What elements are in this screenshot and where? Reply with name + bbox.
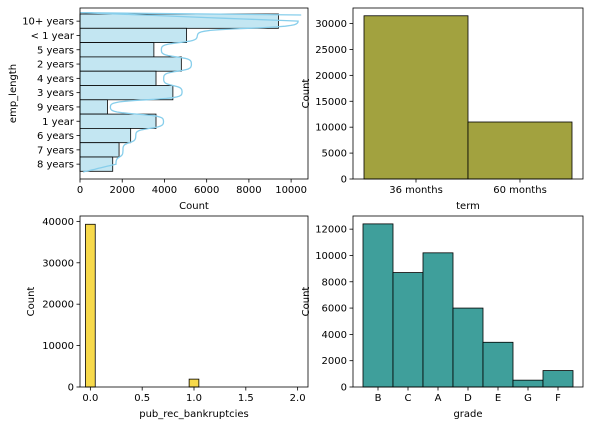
y-axis-label: emp_length [8,64,19,123]
x-tick-label: 2000 [109,185,134,196]
emp-length-bar [79,142,120,158]
y-tick-label: 12000 [315,225,347,236]
bankruptcies-bar [188,378,200,388]
y-tick-label: 8000 [322,277,347,288]
plot-frame [79,215,309,388]
x-tick-label: A [435,393,442,404]
grade-panel: B C A D E G F 0 2000 4000 6000 8000 10000 12000 grade C… [301,215,584,420]
y-tick-label: 10+ years [22,17,74,28]
y-tick-label: 0 [341,175,347,186]
y-tick-label: 30000 [42,258,74,269]
x-tick-label: D [464,393,472,404]
y-tick-label: 0 [341,383,347,394]
grade-bar [482,341,514,388]
y-tick-label: 15000 [315,97,347,108]
y-tick-label: 20000 [42,300,74,311]
x-tick-label: 10000 [275,185,307,196]
plot-frame [352,7,584,180]
emp-length-bar [79,85,174,101]
y-tick-label: 1 year [42,117,75,128]
y-tick-label: 9 years [37,102,74,113]
term-bar [467,121,573,180]
y-tick-label: 25000 [315,45,347,56]
y-tick-label: 3 years [37,88,74,99]
grade-bar [512,379,544,388]
emp-length-panel: 0 2000 4000 6000 8000 10000 10+ years < 1 year 5… [8,7,309,212]
y-tick-label: < 1 year [31,31,75,42]
y-tick-label: 6 years [37,131,74,142]
x-tick-label: 2.0 [290,393,306,404]
grade-bar [452,307,484,388]
y-tick-label: 4 years [37,74,74,85]
y-tick-label: 10000 [315,123,347,134]
y-tick-label: 6000 [322,304,347,315]
y-tick-label: 5 years [37,45,74,56]
x-tick-label: 60 months [493,185,547,196]
bankruptcies-panel: 0.0 0.5 1.0 1.5 2.0 0 10000 20000 30000 40000 pub_… [26,215,309,420]
x-tick-label: 1.5 [238,393,254,404]
plot-frame [79,7,309,180]
emp-length-kde-line [79,11,302,173]
emp-length-bar [79,99,108,115]
grade-bar [542,370,574,388]
x-tick-label: 1.0 [186,393,202,404]
y-tick-label: 10000 [42,341,74,352]
x-axis-label: pub_rec_bankruptcies [139,409,249,420]
x-tick-label: 0.0 [82,393,98,404]
bankruptcies-bar [85,223,96,388]
emp-length-bar [79,70,157,86]
y-axis-label: Count [301,287,312,317]
grade-bar [392,272,424,388]
y-tick-label: 30000 [315,19,347,30]
y-tick-label: 0 [68,383,74,394]
emp-length-bar [79,127,132,144]
x-tick-label: C [405,393,412,404]
y-tick-label: 5000 [322,149,347,160]
x-tick-label: E [495,393,501,404]
emp-length-bar [79,42,155,58]
x-tick-label: F [555,393,561,404]
x-axis-label: term [456,201,480,212]
y-tick-label: 20000 [315,71,347,82]
x-tick-label: 0 [77,185,83,196]
grade-bar [422,252,454,388]
x-tick-label: 4000 [152,185,177,196]
term-bar [363,15,469,180]
y-axis-label: Count [26,287,37,317]
emp-length-bar [79,56,182,72]
x-tick-label: 0.5 [134,393,150,404]
y-tick-label: 4000 [322,330,347,341]
y-tick-label: 10000 [315,251,347,262]
x-tick-label: B [375,393,382,404]
x-tick-label: G [524,393,532,404]
y-tick-label: 7 years [37,145,74,156]
y-tick-label: 8 years [37,160,74,171]
y-tick-label: 40000 [42,217,74,228]
term-panel: 36 months 60 months 0 5000 10000 15000 20000 25… [301,7,584,212]
x-axis-label: grade [453,409,482,420]
x-tick-label: 36 months [389,185,443,196]
y-tick-label: 2 years [37,60,74,71]
x-tick-label: 6000 [194,185,219,196]
x-axis-label: Count [179,201,209,212]
emp-length-bar [79,113,157,129]
y-axis-label: Count [301,79,312,109]
emp-length-bar [79,27,188,43]
y-tick-label: 2000 [322,356,347,367]
grade-bar [362,223,394,388]
x-tick-label: 8000 [236,185,261,196]
